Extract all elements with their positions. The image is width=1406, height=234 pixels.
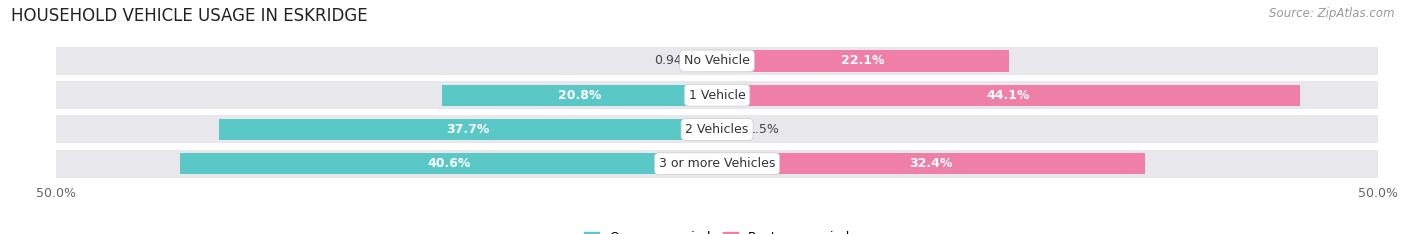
Text: 37.7%: 37.7% — [446, 123, 489, 136]
Text: 1.5%: 1.5% — [748, 123, 779, 136]
Text: 3 or more Vehicles: 3 or more Vehicles — [659, 157, 775, 170]
Text: 2 Vehicles: 2 Vehicles — [686, 123, 748, 136]
Bar — [441, 84, 717, 106]
Text: 1 Vehicle: 1 Vehicle — [689, 89, 745, 102]
Bar — [717, 50, 1010, 72]
Bar — [56, 150, 1378, 178]
Legend: Owner-occupied, Renter-occupied: Owner-occupied, Renter-occupied — [579, 226, 855, 234]
Text: Source: ZipAtlas.com: Source: ZipAtlas.com — [1270, 7, 1395, 20]
Bar — [219, 119, 717, 140]
Bar — [56, 47, 1378, 75]
Bar — [56, 81, 1378, 109]
Bar — [717, 84, 1301, 106]
Bar — [56, 115, 1378, 143]
Text: 22.1%: 22.1% — [841, 55, 884, 67]
Bar — [717, 119, 737, 140]
Bar — [180, 153, 717, 174]
Text: HOUSEHOLD VEHICLE USAGE IN ESKRIDGE: HOUSEHOLD VEHICLE USAGE IN ESKRIDGE — [11, 7, 368, 25]
Text: 32.4%: 32.4% — [910, 157, 953, 170]
Text: 20.8%: 20.8% — [558, 89, 602, 102]
Text: 44.1%: 44.1% — [987, 89, 1031, 102]
Bar — [717, 153, 1146, 174]
Bar — [704, 50, 717, 72]
Text: 40.6%: 40.6% — [427, 157, 471, 170]
Text: 0.94%: 0.94% — [654, 55, 695, 67]
Text: No Vehicle: No Vehicle — [685, 55, 749, 67]
